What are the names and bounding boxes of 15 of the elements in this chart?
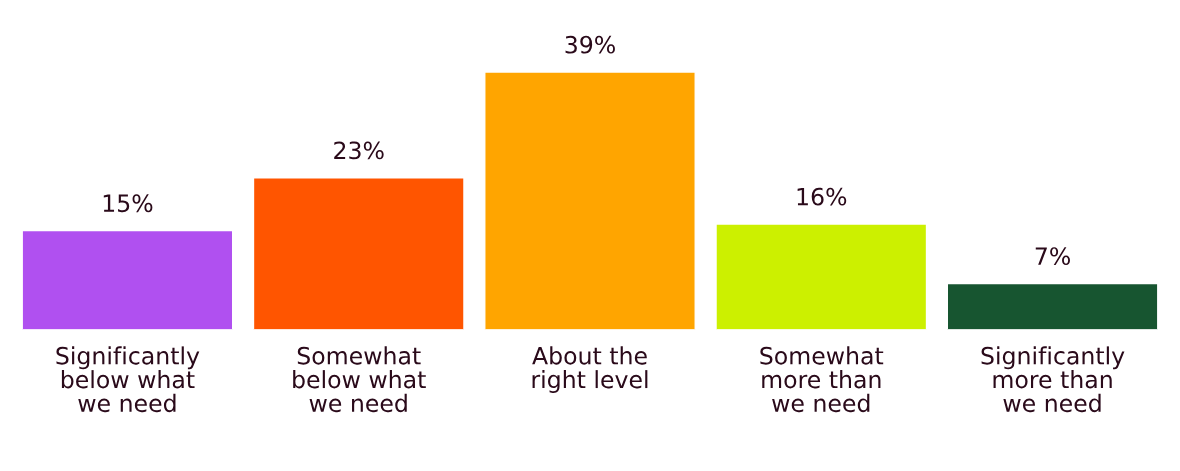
x-tick-label: Somewhat more than we need	[760, 346, 884, 413]
data-label: 15%	[103, 194, 153, 213]
bar	[715, 223, 928, 330]
x-tick-label: About the right level	[532, 346, 648, 393]
x-tick-label: Somewhat below what we need	[293, 346, 426, 413]
x-tick-label: Significantly more than we need	[981, 346, 1125, 413]
data-label: 16%	[797, 187, 847, 206]
bar	[484, 71, 696, 330]
bar	[252, 177, 465, 330]
bar	[946, 282, 1159, 330]
data-label: 39%	[565, 35, 615, 54]
bar	[21, 229, 234, 330]
x-tick-label: Significantly below what we need	[56, 346, 200, 413]
data-label: 23%	[334, 141, 384, 160]
data-label: 7%	[1035, 247, 1070, 265]
